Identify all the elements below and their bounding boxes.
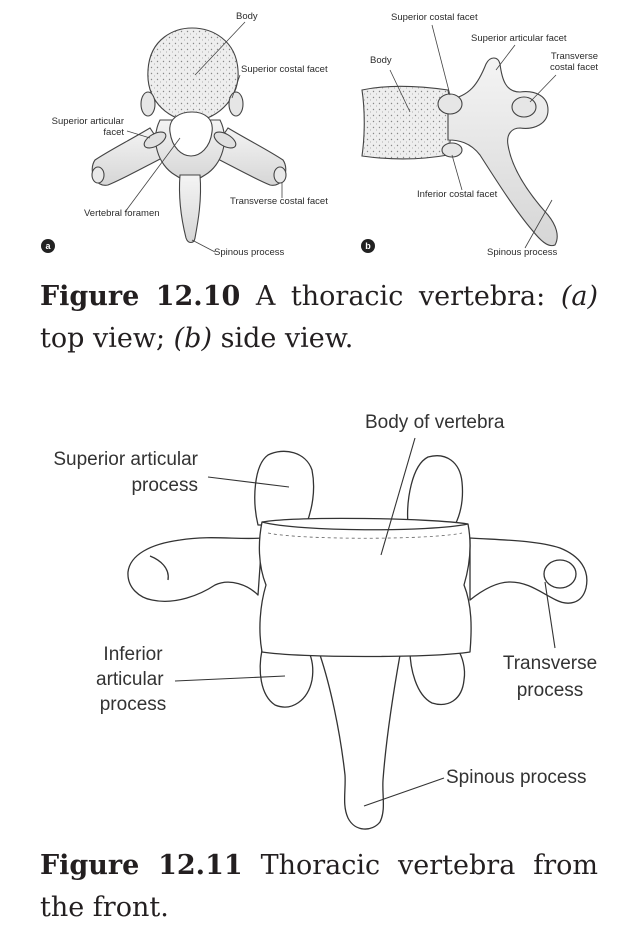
label-superior-articular-process-line2: process (131, 475, 198, 496)
label-superior-articular-facet-a-line1: Superior articular (51, 116, 124, 127)
label-transverse-costal-facet-a: Transverse costal facet (230, 196, 328, 207)
label-transverse-costal-facet-b-line1: Transverse (550, 51, 598, 62)
label-transverse-costal-facet-b-line2: costal facet (549, 62, 598, 73)
label-inferior-articular-process-line2: articular (96, 669, 164, 690)
thoracic-vertebra-side-view (361, 57, 558, 247)
label-inferior-costal-facet: Inferior costal facet (417, 189, 498, 200)
panel-b-badge: b (361, 239, 375, 253)
label-inferior-articular-process-line1: Inferior (103, 644, 163, 665)
figure-12-11-caption: Figure 12.11 Thoracic vertebra from the … (40, 850, 598, 923)
figure-12-10-illustration (91, 21, 558, 253)
label-inferior-articular-process-line3: process (99, 694, 167, 715)
label-superior-costal-facet-b: Superior costal facet (391, 12, 478, 23)
figure-12-10-caption: Figure 12.10 A thoracic vertebra: (a) to… (40, 281, 598, 354)
label-superior-articular-facet-a-line2: facet (103, 127, 124, 138)
figure-12-11-number: Figure 12.11 (40, 850, 243, 881)
label-spinous-process-a: Spinous process (214, 247, 285, 258)
panel-a-badge: a (41, 239, 55, 253)
label-body-a: Body (236, 11, 258, 22)
label-superior-articular-process-line1: Superior articular (53, 449, 198, 470)
label-vertebral-foramen: Vertebral foramen (84, 208, 160, 219)
label-transverse-process-line1: Transverse (502, 653, 598, 674)
label-transverse-process-line2: process (516, 680, 584, 701)
thoracic-vertebra-top-view (91, 27, 287, 244)
label-superior-costal-facet-a: Superior costal facet (241, 64, 328, 75)
label-spinous-process-front: Spinous process (446, 767, 587, 788)
label-body-of-vertebra: Body of vertebra (365, 412, 505, 433)
label-superior-articular-facet-b: Superior articular facet (471, 33, 567, 44)
figure-12-10-number: Figure 12.10 (40, 281, 241, 312)
label-body-b: Body (370, 55, 392, 66)
label-spinous-process-b: Spinous process (487, 247, 558, 258)
